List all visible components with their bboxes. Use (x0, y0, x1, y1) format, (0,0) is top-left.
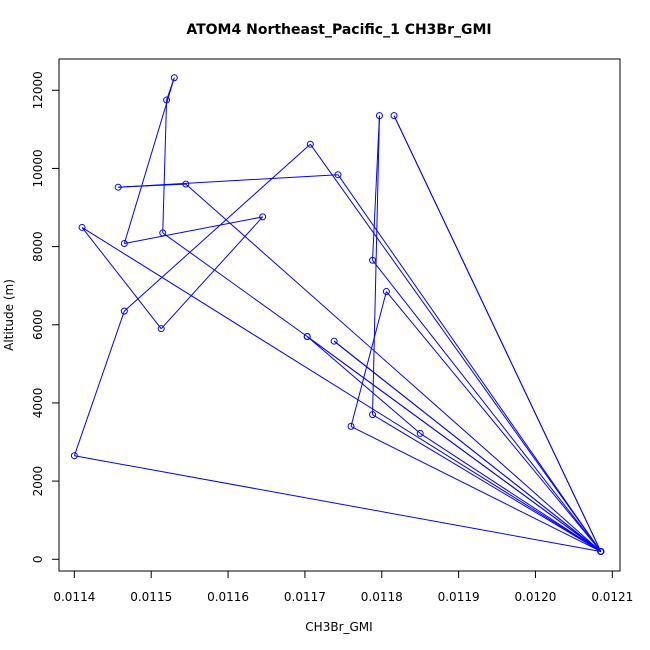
series-line-segment (350, 425, 602, 552)
series-line-segment (350, 291, 387, 427)
x-tick-label: 0.0118 (361, 590, 403, 604)
data-point (78, 223, 86, 231)
data-point (120, 239, 128, 247)
series-line-segment (162, 232, 308, 337)
y-tick-label: 10000 (31, 149, 45, 187)
series-line-segment (306, 336, 421, 434)
data-point (157, 325, 165, 333)
y-tick-label: 4000 (31, 388, 45, 419)
data-point (347, 422, 355, 430)
series-line-segment (185, 183, 602, 552)
data-point (163, 96, 171, 104)
series-line-segment (162, 100, 168, 233)
data-point (334, 171, 342, 179)
series-line-segment (74, 455, 601, 552)
series-line-segment (306, 336, 602, 552)
x-tick-label: 0.0121 (591, 590, 633, 604)
y-tick-label: 6000 (31, 309, 45, 340)
series-line-segment (160, 216, 264, 330)
y-axis: 0 2000 4000 6000 8000 10000 12000 (31, 71, 60, 563)
data-point (597, 547, 605, 555)
data-point (114, 183, 122, 191)
series-line-segment (333, 340, 602, 552)
series-line-segment (123, 77, 175, 244)
x-tick-label: 0.0115 (130, 590, 172, 604)
data-lines (73, 77, 602, 552)
series-line-segment (372, 115, 380, 261)
series-line-segment (385, 291, 602, 552)
data-point (306, 140, 314, 148)
data-point (369, 411, 377, 419)
series-line-segment (372, 259, 602, 552)
data-point (182, 180, 190, 188)
series-line-segment (309, 143, 602, 552)
data-point (303, 332, 311, 340)
series-line-segment (81, 227, 162, 329)
series-line-segment (124, 216, 263, 244)
x-tick-label: 0.0120 (514, 590, 556, 604)
series-line-segment (419, 433, 602, 552)
series-line-segment (81, 227, 602, 552)
data-point (390, 112, 398, 120)
data-point (416, 429, 424, 437)
y-tick-label: 8000 (31, 231, 45, 262)
x-tick-label: 0.0117 (284, 590, 326, 604)
data-point (70, 452, 78, 460)
data-points (70, 74, 605, 555)
data-point (382, 288, 390, 296)
series-line-segment (393, 115, 602, 552)
x-tick-label: 0.0119 (438, 590, 480, 604)
y-tick-label: 2000 (31, 466, 45, 497)
x-tick-label: 0.0114 (53, 590, 95, 604)
data-point (120, 307, 128, 315)
data-point (369, 256, 377, 264)
data-point (170, 74, 178, 82)
y-axis-title: Altitude (m) (2, 279, 16, 351)
y-tick-label: 12000 (31, 71, 45, 109)
data-point (159, 229, 167, 237)
series-line-segment (123, 143, 311, 312)
x-axis-title: CH3Br_GMI (305, 620, 372, 634)
y-tick-label: 0 (31, 555, 45, 563)
x-tick-label: 0.0116 (207, 590, 249, 604)
series-line-segment (73, 310, 125, 456)
data-point (330, 337, 338, 345)
x-axis: 0.0114 0.0115 0.0116 0.0117 0.0118 0.0119 0.01… (53, 570, 633, 604)
data-point (259, 213, 267, 221)
data-point (375, 112, 383, 120)
series-line-segment (118, 183, 186, 188)
series-line-segment (372, 414, 602, 552)
series-line-segment (337, 174, 602, 552)
chart-title: ATOM4 Northeast_Pacific_1 CH3Br_GMI (186, 22, 491, 38)
